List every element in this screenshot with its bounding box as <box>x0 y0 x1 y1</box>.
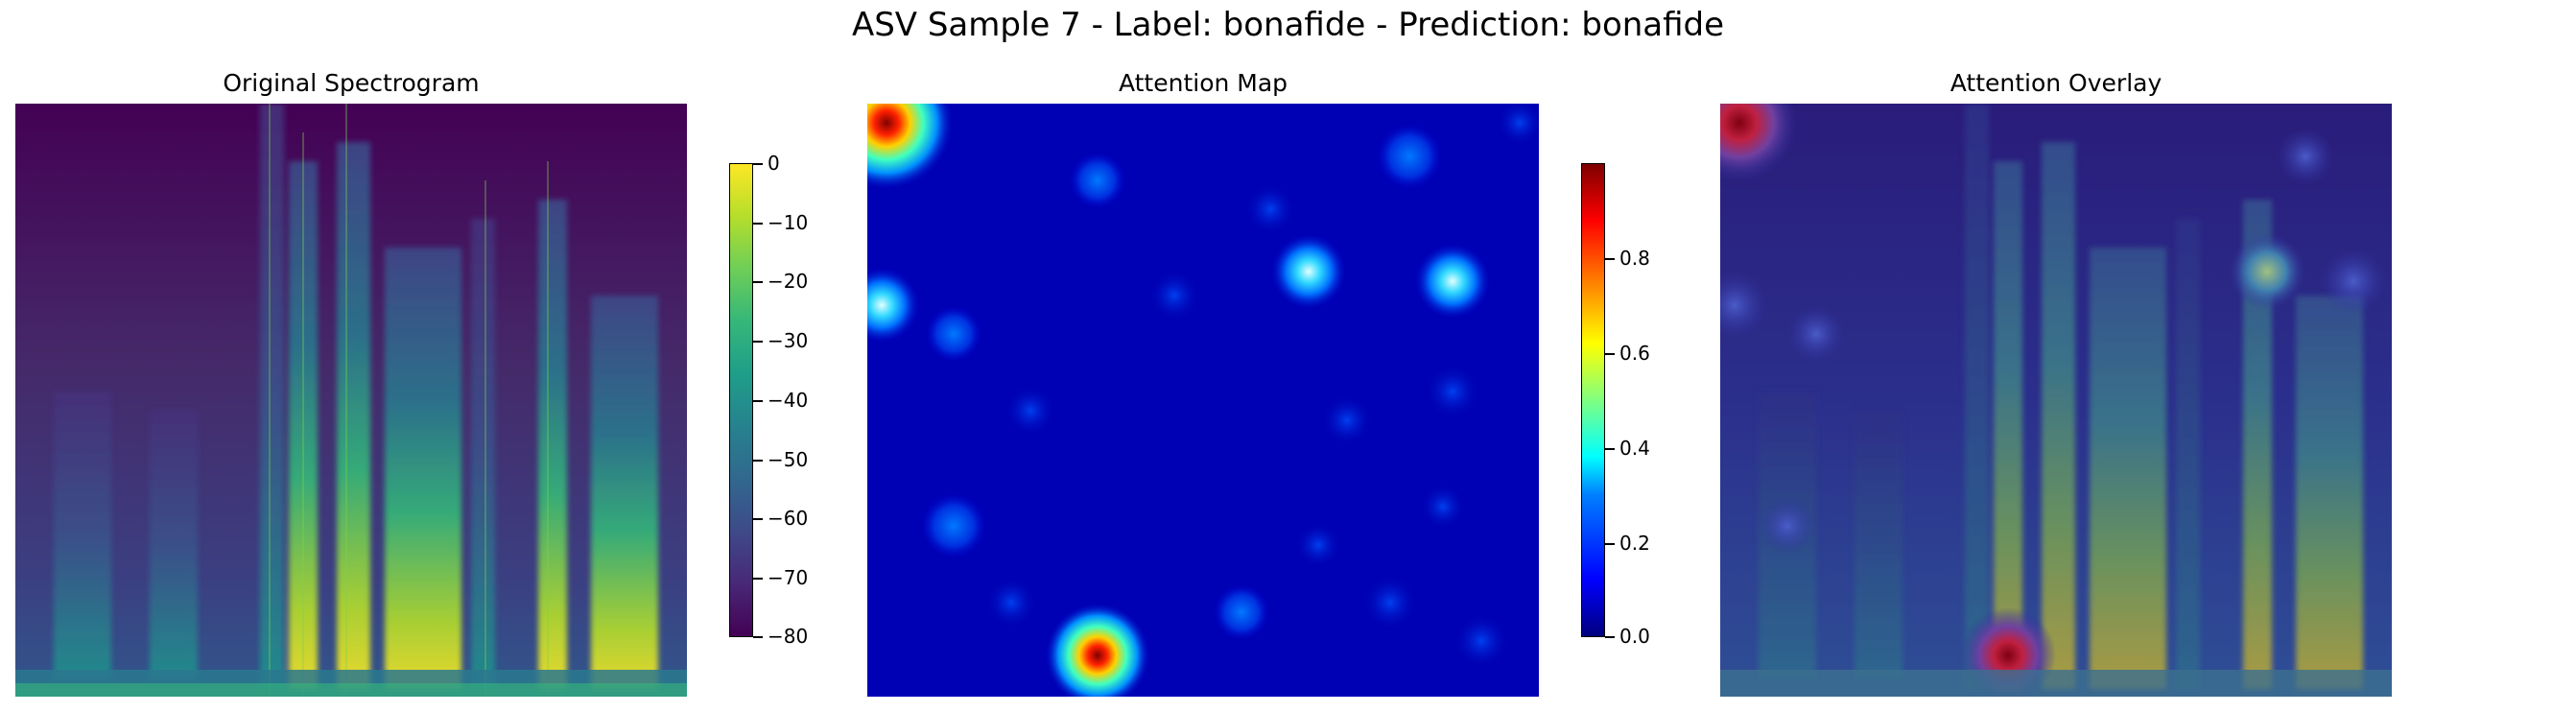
figure-title: ASV Sample 7 - Label: bonafide - Predict… <box>851 6 1725 44</box>
overlay-image <box>1720 104 2392 697</box>
cbar1-tick-label: −60 <box>768 507 809 530</box>
cbar1-tick-label: −70 <box>768 566 809 589</box>
cbar1-tick-label: −30 <box>768 329 809 352</box>
cbar1-tick-label: −50 <box>768 448 809 471</box>
cbar2-tick-label: 0.6 <box>1619 342 1650 365</box>
cbar2-tick-label: 0.4 <box>1619 437 1650 460</box>
cbar1-tick-label: −80 <box>768 625 809 648</box>
spectrogram-image <box>15 104 687 697</box>
overlay-title: Attention Overlay <box>1950 69 2162 97</box>
cbar2-tick-label: 0.2 <box>1619 532 1650 555</box>
spectrogram-title: Original Spectrogram <box>223 69 480 97</box>
cbar2-tick-label: 0.8 <box>1619 247 1650 270</box>
attention-image <box>867 104 1539 697</box>
cbar2-tick-label: 0.0 <box>1619 625 1650 648</box>
attention-colorbar <box>1581 163 1605 637</box>
cbar1-tick-label: −10 <box>768 211 809 234</box>
attention-title: Attention Map <box>1118 69 1288 97</box>
cbar1-tick-label: −20 <box>768 270 809 293</box>
cbar1-tick-label: −40 <box>768 389 809 412</box>
cbar1-tick-label: 0 <box>768 152 780 175</box>
spectrogram-colorbar <box>729 163 753 637</box>
